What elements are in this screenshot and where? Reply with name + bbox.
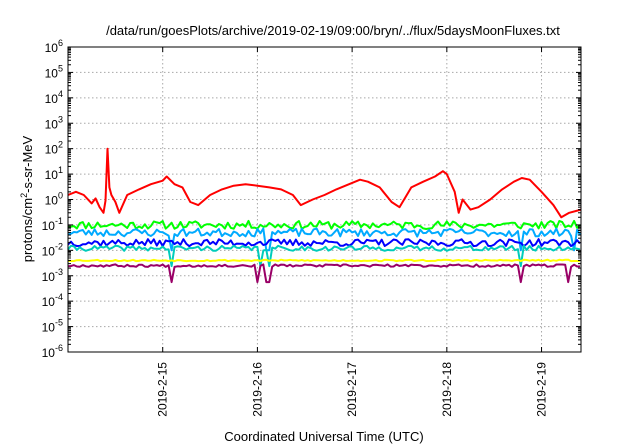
y-tick-label: 100 — [45, 191, 63, 208]
x-axis: 2019-2-15 2019-2-16 2019-2-17 2019-2-18 2019… — [156, 47, 549, 417]
y-axis: 10-6 10-5 10-4 10-3 10-2 10-1 100 101 102 103 104 1… — [42, 38, 581, 360]
y-tick-label: 10-4 — [42, 292, 63, 309]
series-line — [67, 219, 581, 230]
x-tick-label: 2019-2-17 — [345, 362, 359, 417]
series-line — [67, 244, 581, 268]
y-axis-label: protons/cm2-s-sr-MeV — [19, 135, 35, 262]
y-tick-label: 103 — [45, 114, 63, 131]
y-tick-label: 10-6 — [42, 343, 63, 360]
x-axis-label: Coordinated Universal Time (UTC) — [224, 429, 423, 444]
y-tick-label: 104 — [45, 89, 63, 106]
series-line — [67, 238, 581, 248]
y-tick-label: 102 — [45, 140, 63, 157]
grid — [68, 47, 581, 352]
x-tick-label: 2019-2-18 — [440, 362, 454, 417]
chart-title: /data/run/goesPlots/archive/2019-02-19/0… — [106, 23, 560, 38]
series-layer — [67, 147, 582, 284]
y-tick-label: 106 — [45, 38, 63, 55]
x-tick-label: 2019-2-16 — [250, 362, 264, 417]
x-tick-label: 2019-2-15 — [156, 362, 170, 417]
y-tick-label: 10-3 — [42, 267, 63, 284]
series-line — [67, 227, 581, 252]
y-tick-label: 10-5 — [42, 318, 63, 335]
series-line — [67, 147, 582, 219]
y-tick-label: 101 — [45, 165, 63, 182]
y-tick-label: 10-1 — [42, 216, 63, 233]
y-tick-label: 105 — [45, 63, 63, 80]
y-tick-label: 10-2 — [42, 241, 63, 258]
x-tick-label: 2019-2-19 — [535, 362, 549, 417]
series-line — [67, 263, 581, 284]
series-line — [67, 258, 581, 263]
